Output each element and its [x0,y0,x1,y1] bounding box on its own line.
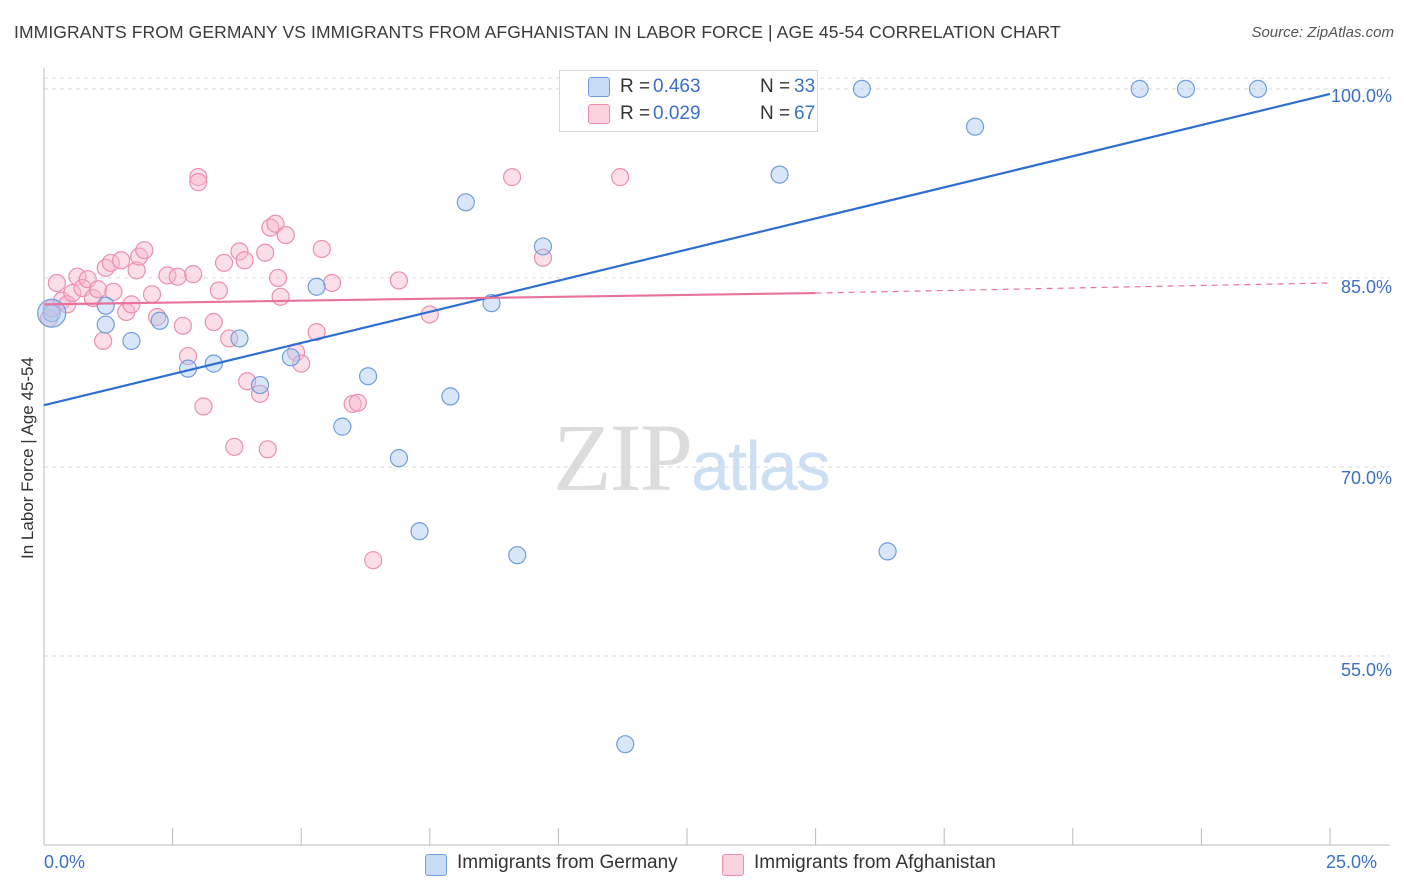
germany-point [533,237,553,256]
afghanistan-point [127,261,146,280]
watermark: ZIPatlas [553,402,831,513]
germany-point [96,315,115,334]
afghanistan-point [112,251,131,270]
bottom-legend-swatch-afghanistan [722,854,744,876]
germany-point [410,522,429,541]
germany-point [37,298,67,328]
afghanistan-point [194,397,213,416]
afghanistan-point [389,271,409,290]
afghanistan-point [204,312,223,332]
afghanistan-point [276,225,295,245]
y-tick-label-100: 100.0% [1330,86,1392,106]
afghanistan-point [168,267,187,286]
germany-point [250,375,270,395]
germany-point [1176,79,1196,99]
bottom-legend-label: Immigrants from Afghanistan [754,852,996,873]
afghanistan-point [209,281,228,300]
afghanistan-point [220,329,239,348]
afghanistan-point [268,268,288,288]
afghanistan-point [258,440,277,459]
legend-r-label: R = [620,76,651,97]
x-tick-label-min: 0.0% [44,852,86,872]
watermark-atlas: atlas [691,427,831,505]
legend-swatch-afghanistan [588,104,610,124]
germany-point [96,296,115,315]
afghanistan-trend-line [43,291,816,306]
legend-r-value: 0.463 [653,76,701,97]
legend-n-value: 33 [794,76,816,97]
germany-point [333,417,352,436]
source-credit: Source: ZipAtlas.com [1251,24,1394,41]
legend-n-label: N = [760,76,791,97]
y-axis-label: In Labor Force | Age 45-54 [18,357,37,559]
afghanistan-point [420,305,439,324]
germany-point [1248,79,1268,99]
afghanistan-point [230,242,249,261]
afghanistan-point [322,273,342,293]
legend-r-label: R = [620,103,651,124]
afghanistan-point [312,239,331,259]
afghanistan-point [88,280,108,299]
germany-point [852,79,871,99]
afghanistan-point [292,354,311,373]
afghanistan-point [189,173,208,192]
germany-point [616,735,635,754]
germany-point [878,542,897,561]
germany-point [358,367,378,386]
y-tick-label-70: 70.0% [1340,468,1392,488]
afghanistan-point [142,285,162,304]
afghanistan-point [122,295,141,314]
afghanistan-trend-extension [815,282,1331,294]
afghanistan-point [266,214,285,233]
germany-point [230,329,249,348]
afghanistan-point [364,551,383,570]
afghanistan-point [178,346,198,366]
afghanistan-point [184,265,203,284]
germany-point [1130,79,1149,99]
afghanistan-point [173,316,192,335]
stats-legend: R = 0.463 N = 33 R = 0.029 N = 67 [559,70,818,132]
germany-point [307,277,326,296]
afghanistan-point [94,331,113,351]
afghanistan-point [307,323,326,342]
germany-point [389,449,409,468]
afghanistan-point [271,287,290,306]
afghanistan-point [225,437,244,456]
germany-trend-line [43,92,1331,407]
germany-point [508,546,527,565]
afghanistan-point [235,251,254,270]
afghanistan-point [96,258,115,277]
y-tick-label-85: 85.0% [1340,277,1392,297]
afghanistan-point [503,168,522,187]
germany-point [456,193,475,212]
afghanistan-point [256,243,275,262]
germany-point [441,387,460,406]
x-tick-label-max: 25.0% [1326,852,1378,872]
legend-r-value: 0.029 [653,103,701,124]
germany-point [150,311,169,330]
legend-swatch-germany [588,77,610,97]
bottom-legend-swatch-germany [425,854,447,876]
legend-n-value: 67 [794,103,816,124]
legend-n-label: N = [760,103,791,124]
germany-point [770,165,789,184]
afghanistan-point [47,273,66,293]
y-tick-label-55: 55.0% [1340,660,1392,680]
afghanistan-point [611,168,630,187]
afghanistan-point [104,282,123,301]
watermark-zip: ZIP [553,404,693,511]
chart-title: IMMIGRANTS FROM GERMANY VS IMMIGRANTS FR… [14,22,1061,42]
afghanistan-point [63,283,82,303]
bottom-legend-label: Immigrants from Germany [457,852,678,873]
afghanistan-point [189,168,208,187]
afghanistan-point [348,393,367,412]
germany-point [122,331,141,351]
afghanistan-point [214,253,234,272]
germany-point [965,117,985,136]
afghanistan-point [135,241,154,260]
germany-point [281,348,301,367]
